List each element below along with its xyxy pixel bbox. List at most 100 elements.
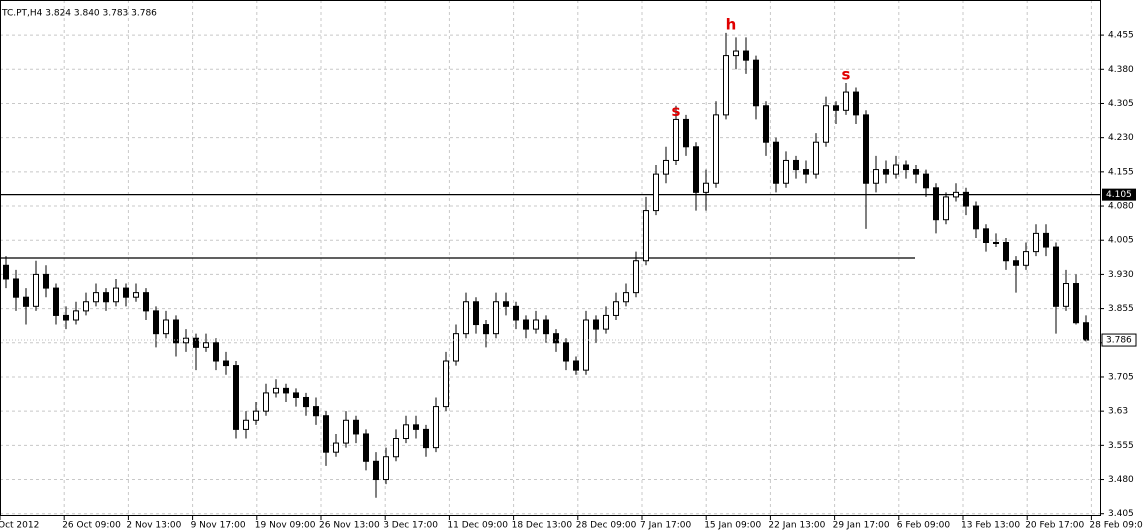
x-tick-label: 19 Nov 09:00	[255, 521, 316, 531]
candle-body	[1053, 246, 1059, 307]
candle-body	[103, 292, 109, 303]
candle-body	[373, 460, 379, 481]
candle-body	[623, 292, 629, 303]
candle-body	[23, 296, 29, 307]
y-tick-label: 4.155	[1108, 167, 1134, 177]
x-tick-label: 7 Jan 17:00	[640, 521, 692, 531]
candle-body	[453, 333, 459, 362]
x-tick-label: 11 Dec 09:00	[447, 521, 508, 531]
candle-body	[983, 228, 989, 244]
candle-body	[333, 442, 339, 453]
chart-title: TC.PT,H4 3.824 3.840 3.783 3.786	[1, 9, 157, 19]
candle-body	[933, 187, 939, 221]
x-tick-label: 6 Feb 09:00	[897, 521, 951, 531]
candle-body	[493, 301, 499, 335]
candle-body	[663, 159, 669, 175]
candle-body	[1013, 260, 1019, 266]
y-tick-label: 4.380	[1108, 65, 1134, 75]
candle-body	[893, 164, 899, 175]
x-tick-label: 29 Jan 17:00	[833, 521, 890, 531]
candle-body	[1073, 283, 1079, 324]
candle-body	[653, 173, 659, 212]
candle-body	[973, 205, 979, 230]
y-tick-label: 4.230	[1108, 133, 1134, 143]
candle-body	[993, 242, 999, 245]
candle-body	[303, 396, 309, 408]
candle-body	[613, 301, 619, 316]
candle-body	[13, 278, 19, 298]
candle-body	[873, 169, 879, 184]
candle-body	[483, 324, 489, 335]
candle-body	[233, 365, 239, 430]
candle-body	[413, 424, 419, 430]
x-tick-label: 9 Nov 17:00	[191, 521, 246, 531]
candle-body	[793, 159, 799, 171]
candle-body	[953, 191, 959, 198]
candle-body	[433, 406, 439, 449]
candle-body	[903, 164, 909, 171]
x-tick-label: 28 Dec 09:00	[576, 521, 637, 531]
candle-body	[533, 319, 539, 330]
candle-body	[293, 392, 299, 398]
candle-body	[943, 196, 949, 221]
candle-body	[263, 392, 269, 412]
candle-body	[223, 360, 229, 367]
candle-body	[423, 428, 429, 449]
y-tick-label: 3.705	[1108, 372, 1134, 382]
candle-body	[113, 287, 119, 303]
candle-body	[63, 314, 69, 321]
candle-body	[3, 264, 9, 280]
x-tick-label: 2 Nov 13:00	[126, 521, 181, 531]
candle-body	[643, 210, 649, 262]
x-tick-label: Oct 2012	[0, 521, 39, 531]
candle-body	[833, 105, 839, 111]
pattern-annotation: h	[726, 15, 737, 33]
level-label-box	[1102, 188, 1136, 201]
current-price-box	[1101, 333, 1137, 347]
current-price-label: 3.786	[1106, 336, 1132, 346]
candle-body	[823, 105, 829, 143]
candle-body	[133, 292, 139, 298]
candle-body	[743, 50, 749, 61]
candle-body	[703, 182, 709, 193]
candle-body	[1083, 322, 1089, 341]
candle-body	[193, 337, 199, 348]
plot	[0, 32, 1100, 498]
candle-body	[1003, 242, 1009, 262]
candle-body	[153, 310, 159, 335]
candle-body	[863, 114, 869, 184]
candle-body	[343, 419, 349, 444]
candle-body	[573, 360, 579, 371]
candle-body	[923, 173, 929, 189]
candle-body	[393, 438, 399, 458]
candle-body	[1063, 283, 1069, 307]
y-tick-label: 4.455	[1108, 31, 1134, 41]
candle-body	[273, 387, 279, 394]
candle-body	[163, 319, 169, 335]
candle-body	[473, 301, 479, 326]
x-tick-label: 13 Feb 13:00	[961, 521, 1020, 531]
candle-body	[713, 114, 719, 184]
x-tick-label: 15 Jan 09:00	[704, 521, 761, 531]
candle-body	[363, 433, 369, 462]
candle-body	[73, 310, 79, 321]
candle-body	[563, 342, 569, 362]
candle-body	[803, 169, 809, 175]
candle-body	[733, 50, 739, 57]
y-tick-label: 3.405	[1108, 509, 1134, 519]
candle-body	[783, 159, 789, 184]
candle-body	[43, 273, 49, 289]
candle-body	[693, 146, 699, 193]
y-tick-label: 4.080	[1108, 202, 1134, 212]
candle-body	[753, 59, 759, 107]
candle-body	[963, 191, 969, 207]
candle-body	[383, 456, 389, 481]
candle-body	[173, 319, 179, 344]
y-tick-label: 4.305	[1108, 99, 1134, 109]
candle-body	[283, 387, 289, 394]
candle-body	[403, 424, 409, 440]
candle-body	[143, 292, 149, 312]
candle-body	[353, 419, 359, 435]
